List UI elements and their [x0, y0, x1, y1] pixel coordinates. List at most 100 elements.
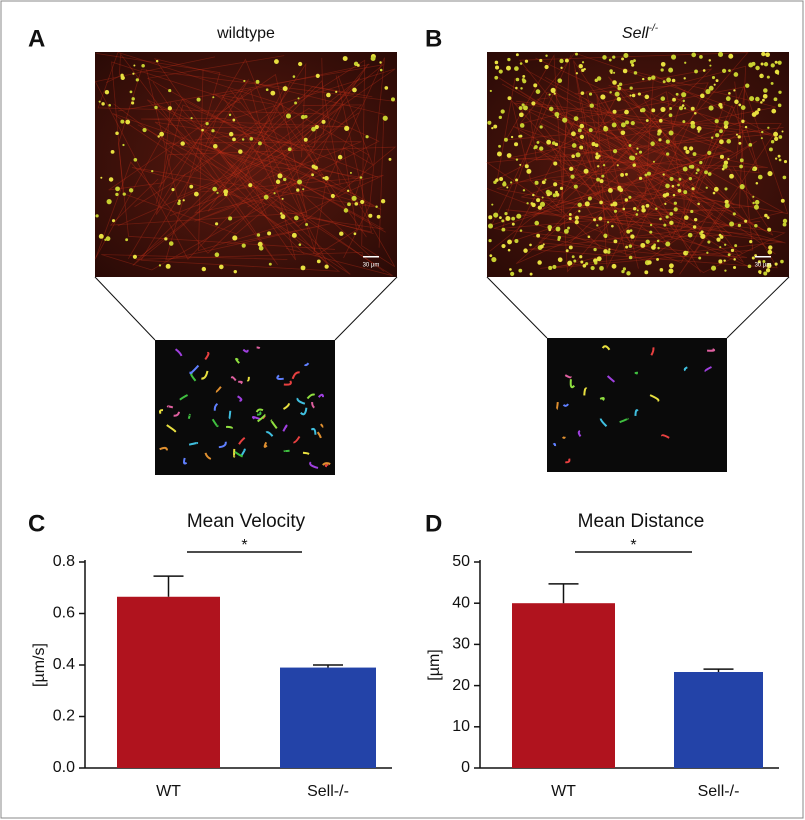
cell: [212, 186, 217, 192]
cell: [581, 61, 585, 64]
cell: [713, 186, 719, 192]
cell: [691, 187, 695, 191]
cell: [544, 64, 549, 70]
cell: [601, 174, 605, 178]
track: [317, 393, 325, 398]
cell: [579, 123, 585, 129]
vessel: [113, 79, 341, 272]
cell: [494, 60, 499, 65]
cell: [489, 89, 492, 93]
vessel: [94, 56, 361, 260]
y-tick-label: 10: [452, 718, 470, 735]
cell: [522, 79, 527, 84]
cell: [610, 203, 614, 207]
cell: [216, 191, 219, 194]
cell: [577, 128, 582, 133]
cell: [628, 244, 633, 248]
y-tick-label: 0.2: [53, 708, 75, 725]
track: [561, 436, 566, 439]
cell: [684, 61, 687, 64]
cell: [218, 264, 224, 270]
vessel: [507, 68, 777, 168]
cell: [380, 199, 386, 204]
cell: [733, 266, 737, 270]
cell: [522, 74, 526, 78]
track: [661, 434, 670, 439]
cell: [626, 229, 631, 234]
cell: [133, 64, 136, 67]
cell: [763, 271, 768, 276]
cell: [719, 129, 723, 134]
cell: [771, 108, 777, 114]
cell: [580, 91, 585, 95]
cell: [783, 160, 788, 164]
track: [256, 346, 261, 350]
cell: [682, 99, 686, 103]
cell: [774, 69, 780, 75]
cell: [131, 101, 135, 105]
cell: [649, 223, 653, 227]
cell: [651, 245, 656, 250]
track: [213, 402, 219, 411]
cell: [515, 178, 519, 182]
cell: [547, 224, 553, 230]
bar: [674, 672, 763, 768]
cell: [557, 238, 561, 241]
cell: [297, 97, 300, 100]
cell: [212, 96, 215, 99]
track: [230, 376, 237, 382]
cell: [553, 182, 558, 187]
cell: [748, 62, 754, 68]
cell: [488, 223, 494, 229]
vessel: [532, 88, 686, 218]
cell: [713, 83, 716, 86]
cell: [548, 265, 553, 271]
cell: [553, 92, 556, 95]
cell: [280, 214, 286, 220]
cell: [548, 228, 552, 232]
cell: [690, 106, 695, 111]
cell: [635, 213, 639, 216]
cell: [765, 268, 771, 273]
vessel: [518, 52, 747, 209]
cell: [719, 139, 724, 145]
cell: [515, 53, 519, 57]
y-tick-label: 0: [461, 759, 470, 776]
cell: [515, 86, 518, 90]
cell: [370, 56, 376, 62]
cell: [612, 149, 618, 154]
cell: [300, 265, 306, 271]
cell: [569, 246, 573, 249]
cell: [523, 105, 528, 111]
cell: [526, 202, 529, 205]
cell: [638, 176, 643, 180]
cell: [189, 184, 194, 189]
track: [311, 402, 315, 409]
cell: [519, 62, 523, 65]
cell: [628, 144, 632, 147]
cell: [710, 136, 714, 139]
cell: [733, 72, 739, 77]
cell: [560, 66, 563, 70]
x-tick-label: Sell-/-: [307, 783, 349, 800]
vessel: [512, 125, 743, 254]
cell: [745, 83, 750, 88]
cell: [700, 230, 704, 234]
cell: [780, 198, 785, 203]
cell: [190, 116, 193, 120]
vessel: [569, 93, 667, 270]
cell: [706, 251, 709, 254]
cell: [562, 117, 568, 123]
cell: [599, 200, 603, 205]
cell: [337, 154, 343, 160]
cell: [315, 73, 320, 78]
track: [555, 401, 559, 411]
vessel: [485, 61, 772, 215]
cell: [596, 224, 599, 227]
vessel: [229, 57, 325, 170]
cell: [696, 126, 702, 131]
cell: [659, 268, 664, 272]
cell: [635, 152, 638, 156]
cell: [669, 107, 673, 111]
